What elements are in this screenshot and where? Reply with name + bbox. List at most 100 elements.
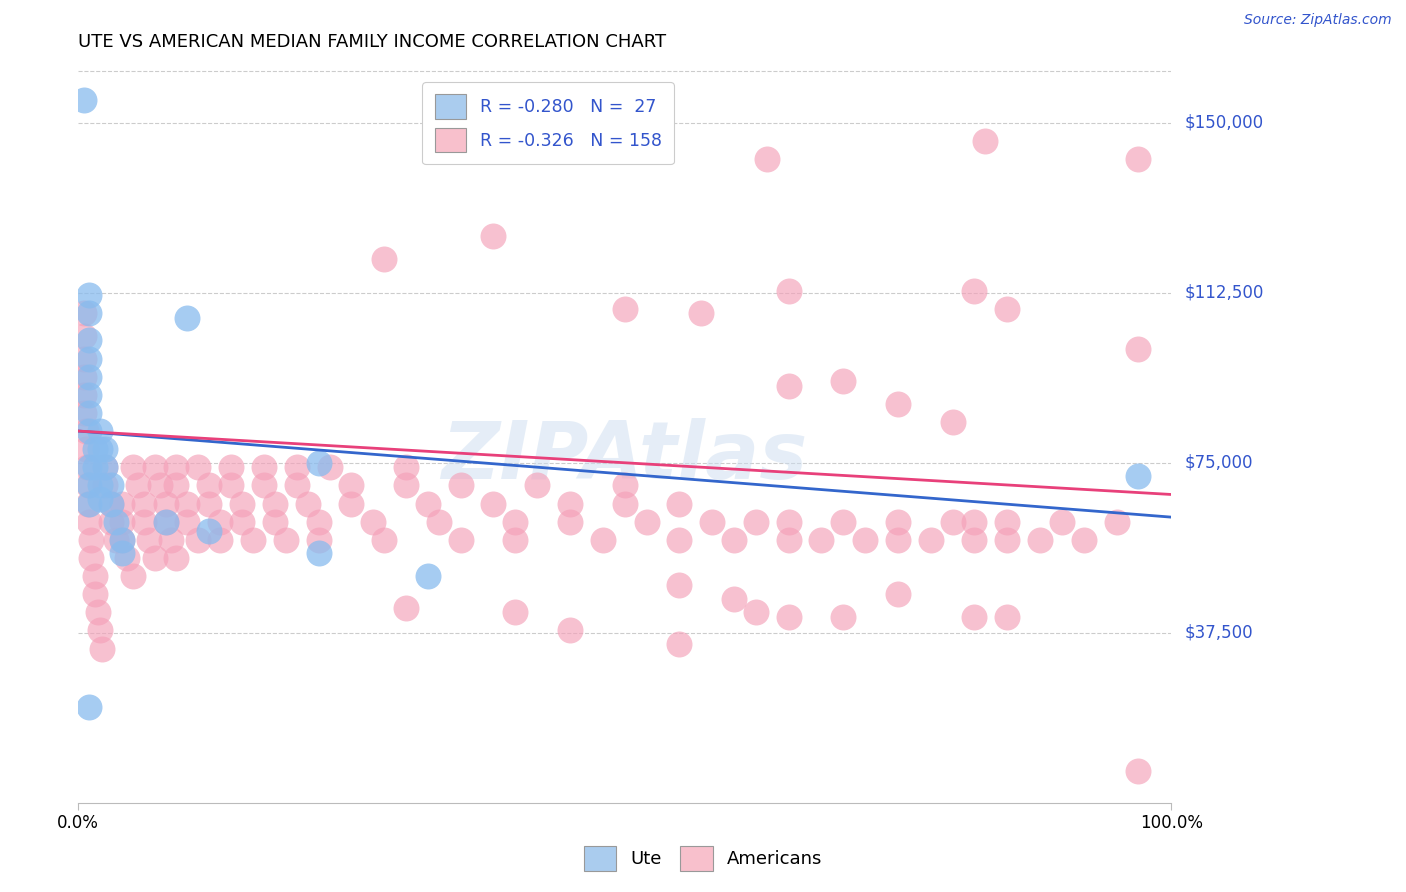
Point <box>111 497 134 511</box>
Point <box>75 424 97 438</box>
Point <box>963 533 986 547</box>
Point <box>995 301 1018 316</box>
Point <box>100 497 122 511</box>
Point <box>89 624 111 638</box>
Point <box>427 515 450 529</box>
Text: Source: ZipAtlas.com: Source: ZipAtlas.com <box>1244 13 1392 28</box>
Point <box>72 369 94 384</box>
Point <box>450 533 472 547</box>
Point <box>1128 343 1150 357</box>
Point <box>974 134 997 148</box>
Point <box>963 515 986 529</box>
Point <box>778 515 800 529</box>
Point <box>72 406 94 420</box>
Point <box>995 515 1018 529</box>
Point <box>77 497 100 511</box>
Point <box>832 515 855 529</box>
Point <box>745 515 768 529</box>
Point <box>231 497 253 511</box>
Point <box>80 533 103 547</box>
Point <box>77 334 100 348</box>
Point <box>77 306 100 320</box>
Point <box>91 641 114 656</box>
Point <box>395 600 418 615</box>
Point <box>274 533 297 547</box>
Point <box>253 460 276 475</box>
Point <box>77 460 100 475</box>
Point <box>219 478 242 492</box>
Point <box>778 378 800 392</box>
Point <box>1128 764 1150 778</box>
Point <box>416 497 439 511</box>
Text: $150,000: $150,000 <box>1185 114 1264 132</box>
Point <box>77 406 100 420</box>
Point <box>80 550 103 565</box>
Point <box>155 497 177 511</box>
Point <box>105 533 128 547</box>
Point <box>1105 515 1128 529</box>
Point <box>160 533 183 547</box>
Point <box>778 533 800 547</box>
Point <box>745 605 768 619</box>
Point <box>963 284 986 298</box>
Point <box>853 533 876 547</box>
Point <box>132 497 155 511</box>
Point <box>450 478 472 492</box>
Point <box>1050 515 1073 529</box>
Point <box>308 546 330 560</box>
Point <box>592 533 614 547</box>
Point <box>87 605 110 619</box>
Point <box>242 533 264 547</box>
Point <box>395 478 418 492</box>
Point <box>887 515 910 529</box>
Point <box>77 388 100 402</box>
Point <box>77 288 100 302</box>
Point <box>723 533 745 547</box>
Point <box>77 515 100 529</box>
Point <box>668 497 690 511</box>
Point <box>117 550 139 565</box>
Point <box>75 442 97 457</box>
Point <box>77 700 100 714</box>
Point <box>94 460 117 475</box>
Text: ZIPAtlas: ZIPAtlas <box>441 417 808 496</box>
Point <box>942 415 965 429</box>
Point <box>155 515 177 529</box>
Point <box>361 515 384 529</box>
Point <box>187 460 209 475</box>
Point <box>111 533 134 547</box>
Point <box>198 524 221 538</box>
Point <box>89 442 111 457</box>
Point <box>105 515 128 529</box>
Point <box>155 515 177 529</box>
Point <box>832 374 855 388</box>
Point <box>308 456 330 470</box>
Point <box>297 497 319 511</box>
Point <box>149 478 172 492</box>
Point <box>77 497 100 511</box>
Point <box>613 301 636 316</box>
Point <box>198 478 221 492</box>
Point <box>887 587 910 601</box>
Point <box>723 591 745 606</box>
Point <box>668 637 690 651</box>
Point <box>166 550 188 565</box>
Point <box>94 460 117 475</box>
Point <box>72 388 94 402</box>
Point <box>963 609 986 624</box>
Point <box>700 515 723 529</box>
Point <box>77 351 100 366</box>
Point <box>505 605 527 619</box>
Point <box>143 460 166 475</box>
Point <box>810 533 832 547</box>
Point <box>72 93 94 107</box>
Point <box>505 533 527 547</box>
Point <box>100 515 122 529</box>
Point <box>89 491 111 506</box>
Point <box>558 515 581 529</box>
Point <box>219 460 242 475</box>
Text: $75,000: $75,000 <box>1185 454 1254 472</box>
Point <box>482 229 505 244</box>
Point <box>176 497 198 511</box>
Point <box>285 478 308 492</box>
